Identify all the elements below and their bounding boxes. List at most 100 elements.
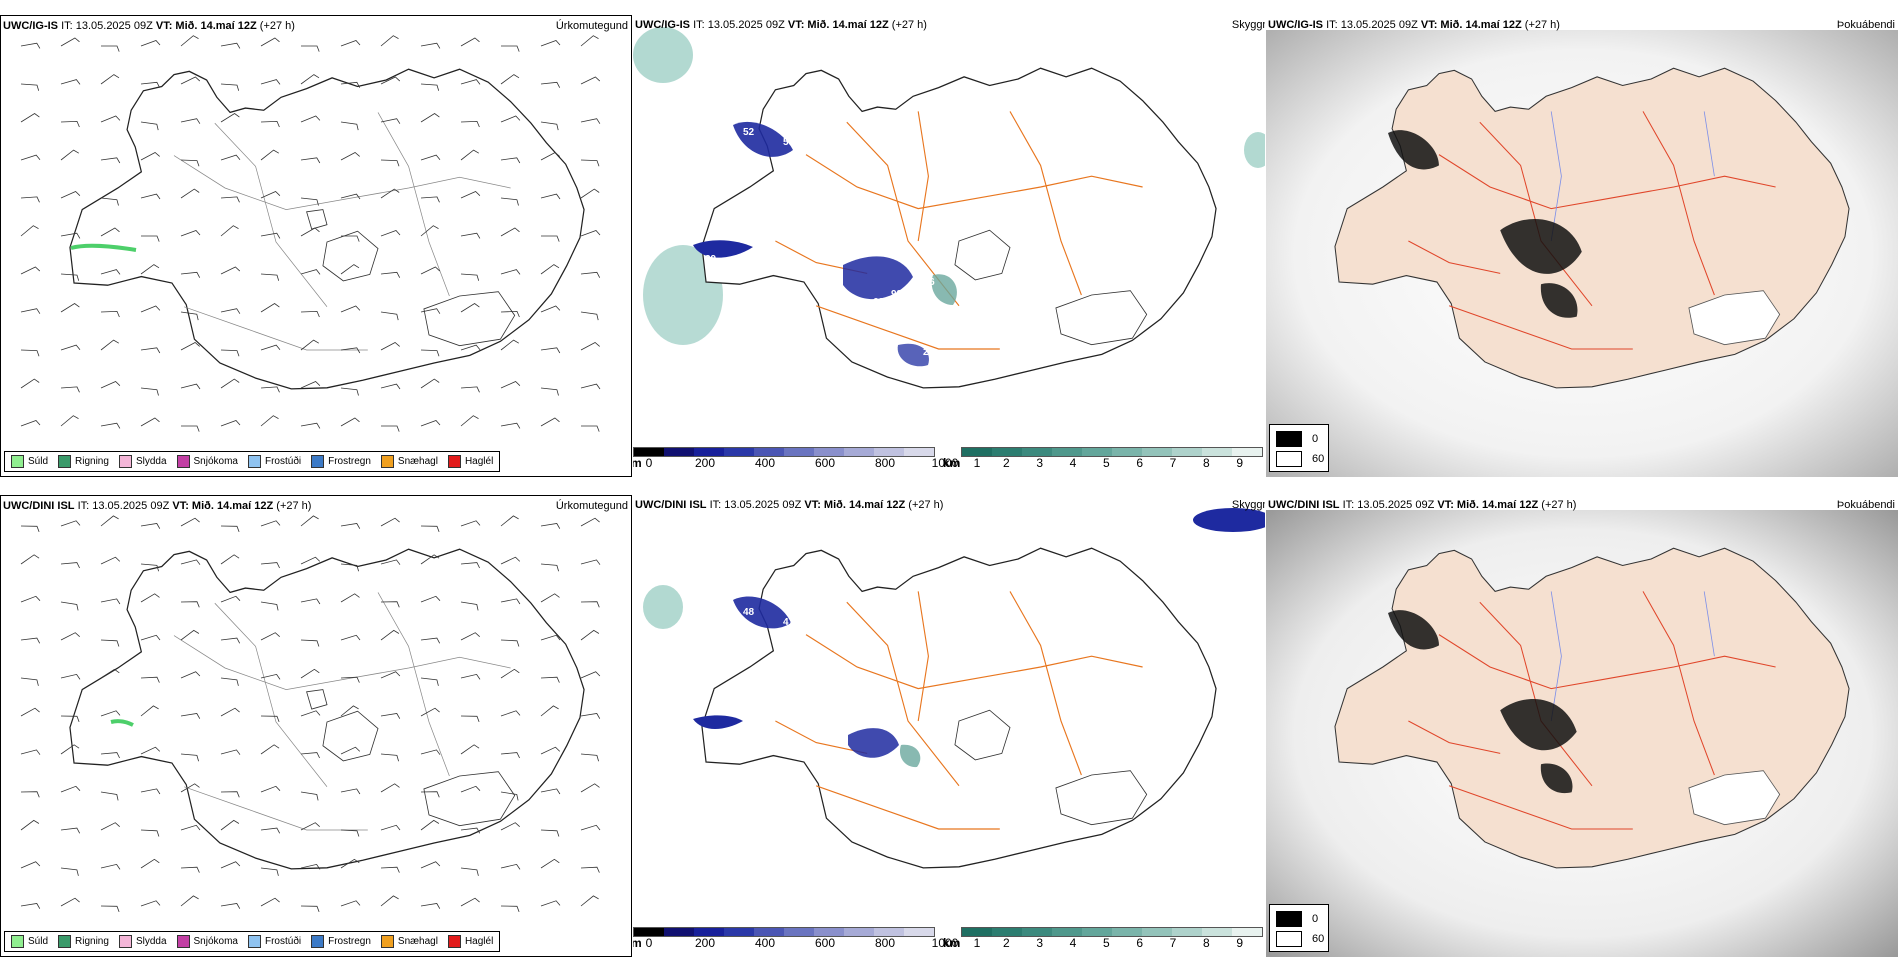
wind-barb bbox=[420, 903, 441, 909]
wind-barb bbox=[460, 785, 481, 793]
wind-barb bbox=[300, 791, 319, 801]
wind-barb bbox=[100, 791, 119, 801]
wind-barb bbox=[20, 266, 41, 275]
wind-barb bbox=[380, 230, 401, 237]
wind-barb bbox=[60, 386, 80, 393]
wind-barb bbox=[380, 188, 400, 199]
wind-barb bbox=[540, 81, 561, 88]
wind-barb bbox=[100, 269, 121, 275]
wind-barb bbox=[301, 45, 320, 52]
colorbar-swatch bbox=[1172, 448, 1202, 456]
fog-map-2 bbox=[1266, 510, 1898, 957]
ceiling-value-label: 51 bbox=[763, 687, 775, 698]
wind-barb bbox=[380, 76, 401, 85]
visibility-areas bbox=[633, 27, 1265, 345]
fog-legend-row: 0 bbox=[1276, 911, 1318, 927]
wind-barb bbox=[60, 562, 80, 569]
wind-barb bbox=[340, 40, 361, 47]
wind-barb bbox=[460, 867, 479, 876]
wind-barb bbox=[380, 713, 401, 719]
wind-barb bbox=[580, 188, 600, 199]
precip-panel-1: UWC/IG-IS IT: 13.05.2025 09Z VT: Mið. 14… bbox=[0, 15, 632, 477]
wind-barb bbox=[500, 863, 521, 870]
wind-barb bbox=[220, 83, 240, 91]
legend-item: Frostregn bbox=[311, 455, 371, 468]
wind-barb bbox=[60, 867, 79, 876]
wind-barb bbox=[180, 753, 199, 762]
colorbar-tick: 4 bbox=[1069, 936, 1077, 950]
wind-barb bbox=[340, 305, 361, 313]
wind-barb bbox=[500, 381, 521, 389]
wind-barb bbox=[420, 791, 440, 798]
wind-barb bbox=[420, 42, 441, 49]
legend-swatch bbox=[176, 455, 190, 468]
wind-barb bbox=[500, 822, 520, 831]
colorbar-tick: 8 bbox=[1202, 456, 1210, 470]
iceland-outline bbox=[701, 547, 1217, 869]
colorbar-tick: 2 bbox=[1002, 936, 1010, 950]
precip-type-legend: Súld Rigning Slydda Snjókoma Frostúði Fr… bbox=[4, 451, 501, 472]
wind-barb bbox=[100, 668, 120, 679]
wind-barb bbox=[260, 415, 279, 427]
wind-barb bbox=[260, 149, 280, 161]
wind-barb bbox=[300, 74, 320, 85]
wind-barb bbox=[100, 157, 121, 164]
wind-barb bbox=[300, 197, 319, 206]
wind-barb bbox=[300, 710, 321, 717]
wind-barb bbox=[460, 673, 481, 680]
colorbar-swatch bbox=[1052, 928, 1082, 936]
cloud-panel-1: 39 52 55 54 71 85 63 93 61 186 52 27 UWC/IG-IS IT: … bbox=[633, 15, 1265, 477]
wind-barb bbox=[380, 559, 401, 565]
wind-barb bbox=[100, 339, 120, 351]
legend-swatch bbox=[380, 935, 394, 948]
wind-barb bbox=[220, 196, 240, 203]
wind-barb bbox=[580, 159, 600, 167]
wind-barb bbox=[260, 520, 281, 527]
wind-barb bbox=[180, 118, 201, 124]
wind-barb bbox=[460, 715, 480, 723]
ceiling-value-label: 71 bbox=[808, 125, 820, 136]
wind-barb bbox=[20, 196, 40, 203]
fog-legend-swatch bbox=[1276, 431, 1302, 447]
wind-barb bbox=[100, 556, 121, 565]
colorbar-tick: 3 bbox=[1036, 936, 1043, 950]
colorbar-swatch bbox=[1082, 928, 1112, 936]
wind-barb bbox=[180, 895, 199, 907]
wind-barb bbox=[180, 866, 200, 873]
wind-barb bbox=[140, 746, 161, 755]
wind-barb bbox=[180, 76, 201, 85]
wind-barb bbox=[60, 744, 80, 755]
wind-barb bbox=[500, 556, 521, 565]
wind-barb bbox=[500, 791, 519, 801]
wind-barb bbox=[380, 601, 400, 608]
colorbar-tick: 5 bbox=[1102, 936, 1110, 950]
wind-barb bbox=[260, 632, 280, 641]
wind-barb bbox=[60, 79, 81, 85]
colorbar-swatch bbox=[1202, 448, 1232, 456]
wind-barb bbox=[140, 417, 160, 427]
wind-barb bbox=[60, 273, 80, 281]
wind-barb bbox=[420, 154, 441, 161]
wind-barb bbox=[340, 788, 361, 795]
fog-legend-swatch bbox=[1276, 931, 1302, 947]
colorbar-swatch bbox=[694, 448, 724, 456]
wind-barb bbox=[420, 266, 441, 275]
legend-swatch bbox=[11, 935, 24, 948]
wind-barb bbox=[500, 310, 520, 318]
legend-item: Snjókoma bbox=[176, 935, 238, 948]
colorbar-swatch bbox=[1022, 448, 1052, 456]
wind-barb bbox=[60, 415, 79, 427]
colorbar-tick: 200 bbox=[694, 456, 716, 470]
wind-barb bbox=[60, 715, 80, 723]
colorbar-swatch bbox=[844, 448, 874, 456]
wind-barb bbox=[500, 197, 519, 206]
legend-swatch bbox=[58, 455, 72, 468]
iceland-outline bbox=[1334, 547, 1850, 869]
wind-barb bbox=[180, 159, 200, 167]
wind-barb bbox=[220, 791, 240, 798]
wind-barb bbox=[20, 637, 41, 644]
wind-barb bbox=[60, 673, 81, 680]
wind-barb bbox=[141, 235, 160, 242]
wind-barb bbox=[20, 349, 40, 357]
